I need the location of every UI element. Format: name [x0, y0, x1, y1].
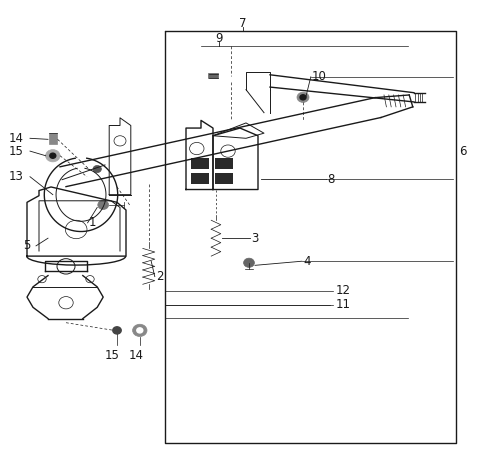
Circle shape [132, 324, 147, 337]
Bar [191, 173, 209, 184]
Text: 4: 4 [303, 255, 311, 268]
Circle shape [93, 165, 101, 172]
Text: 14: 14 [9, 132, 24, 145]
Circle shape [297, 92, 309, 102]
Bar [207, 73, 218, 78]
Text: 5: 5 [23, 239, 30, 252]
Text: 15: 15 [9, 145, 24, 158]
Text: 6: 6 [459, 145, 467, 158]
Circle shape [98, 200, 108, 209]
Bar [191, 158, 209, 169]
Bar [215, 173, 233, 184]
Text: 11: 11 [336, 298, 351, 311]
Text: 1: 1 [89, 216, 96, 229]
Text: 13: 13 [9, 170, 24, 183]
Bar [215, 158, 233, 169]
Text: 9: 9 [215, 32, 223, 45]
Circle shape [113, 327, 121, 334]
Text: 3: 3 [251, 232, 258, 245]
Text: 7: 7 [239, 17, 247, 30]
Text: 15: 15 [105, 349, 120, 362]
Circle shape [46, 149, 60, 162]
Text: 8: 8 [327, 173, 335, 186]
Bar [48, 133, 57, 144]
Circle shape [50, 153, 56, 158]
Circle shape [137, 328, 143, 333]
Circle shape [300, 95, 306, 100]
Text: 2: 2 [156, 270, 164, 283]
Circle shape [244, 258, 254, 267]
Text: 14: 14 [129, 349, 144, 362]
Text: 12: 12 [336, 284, 351, 297]
Text: 10: 10 [312, 71, 327, 83]
